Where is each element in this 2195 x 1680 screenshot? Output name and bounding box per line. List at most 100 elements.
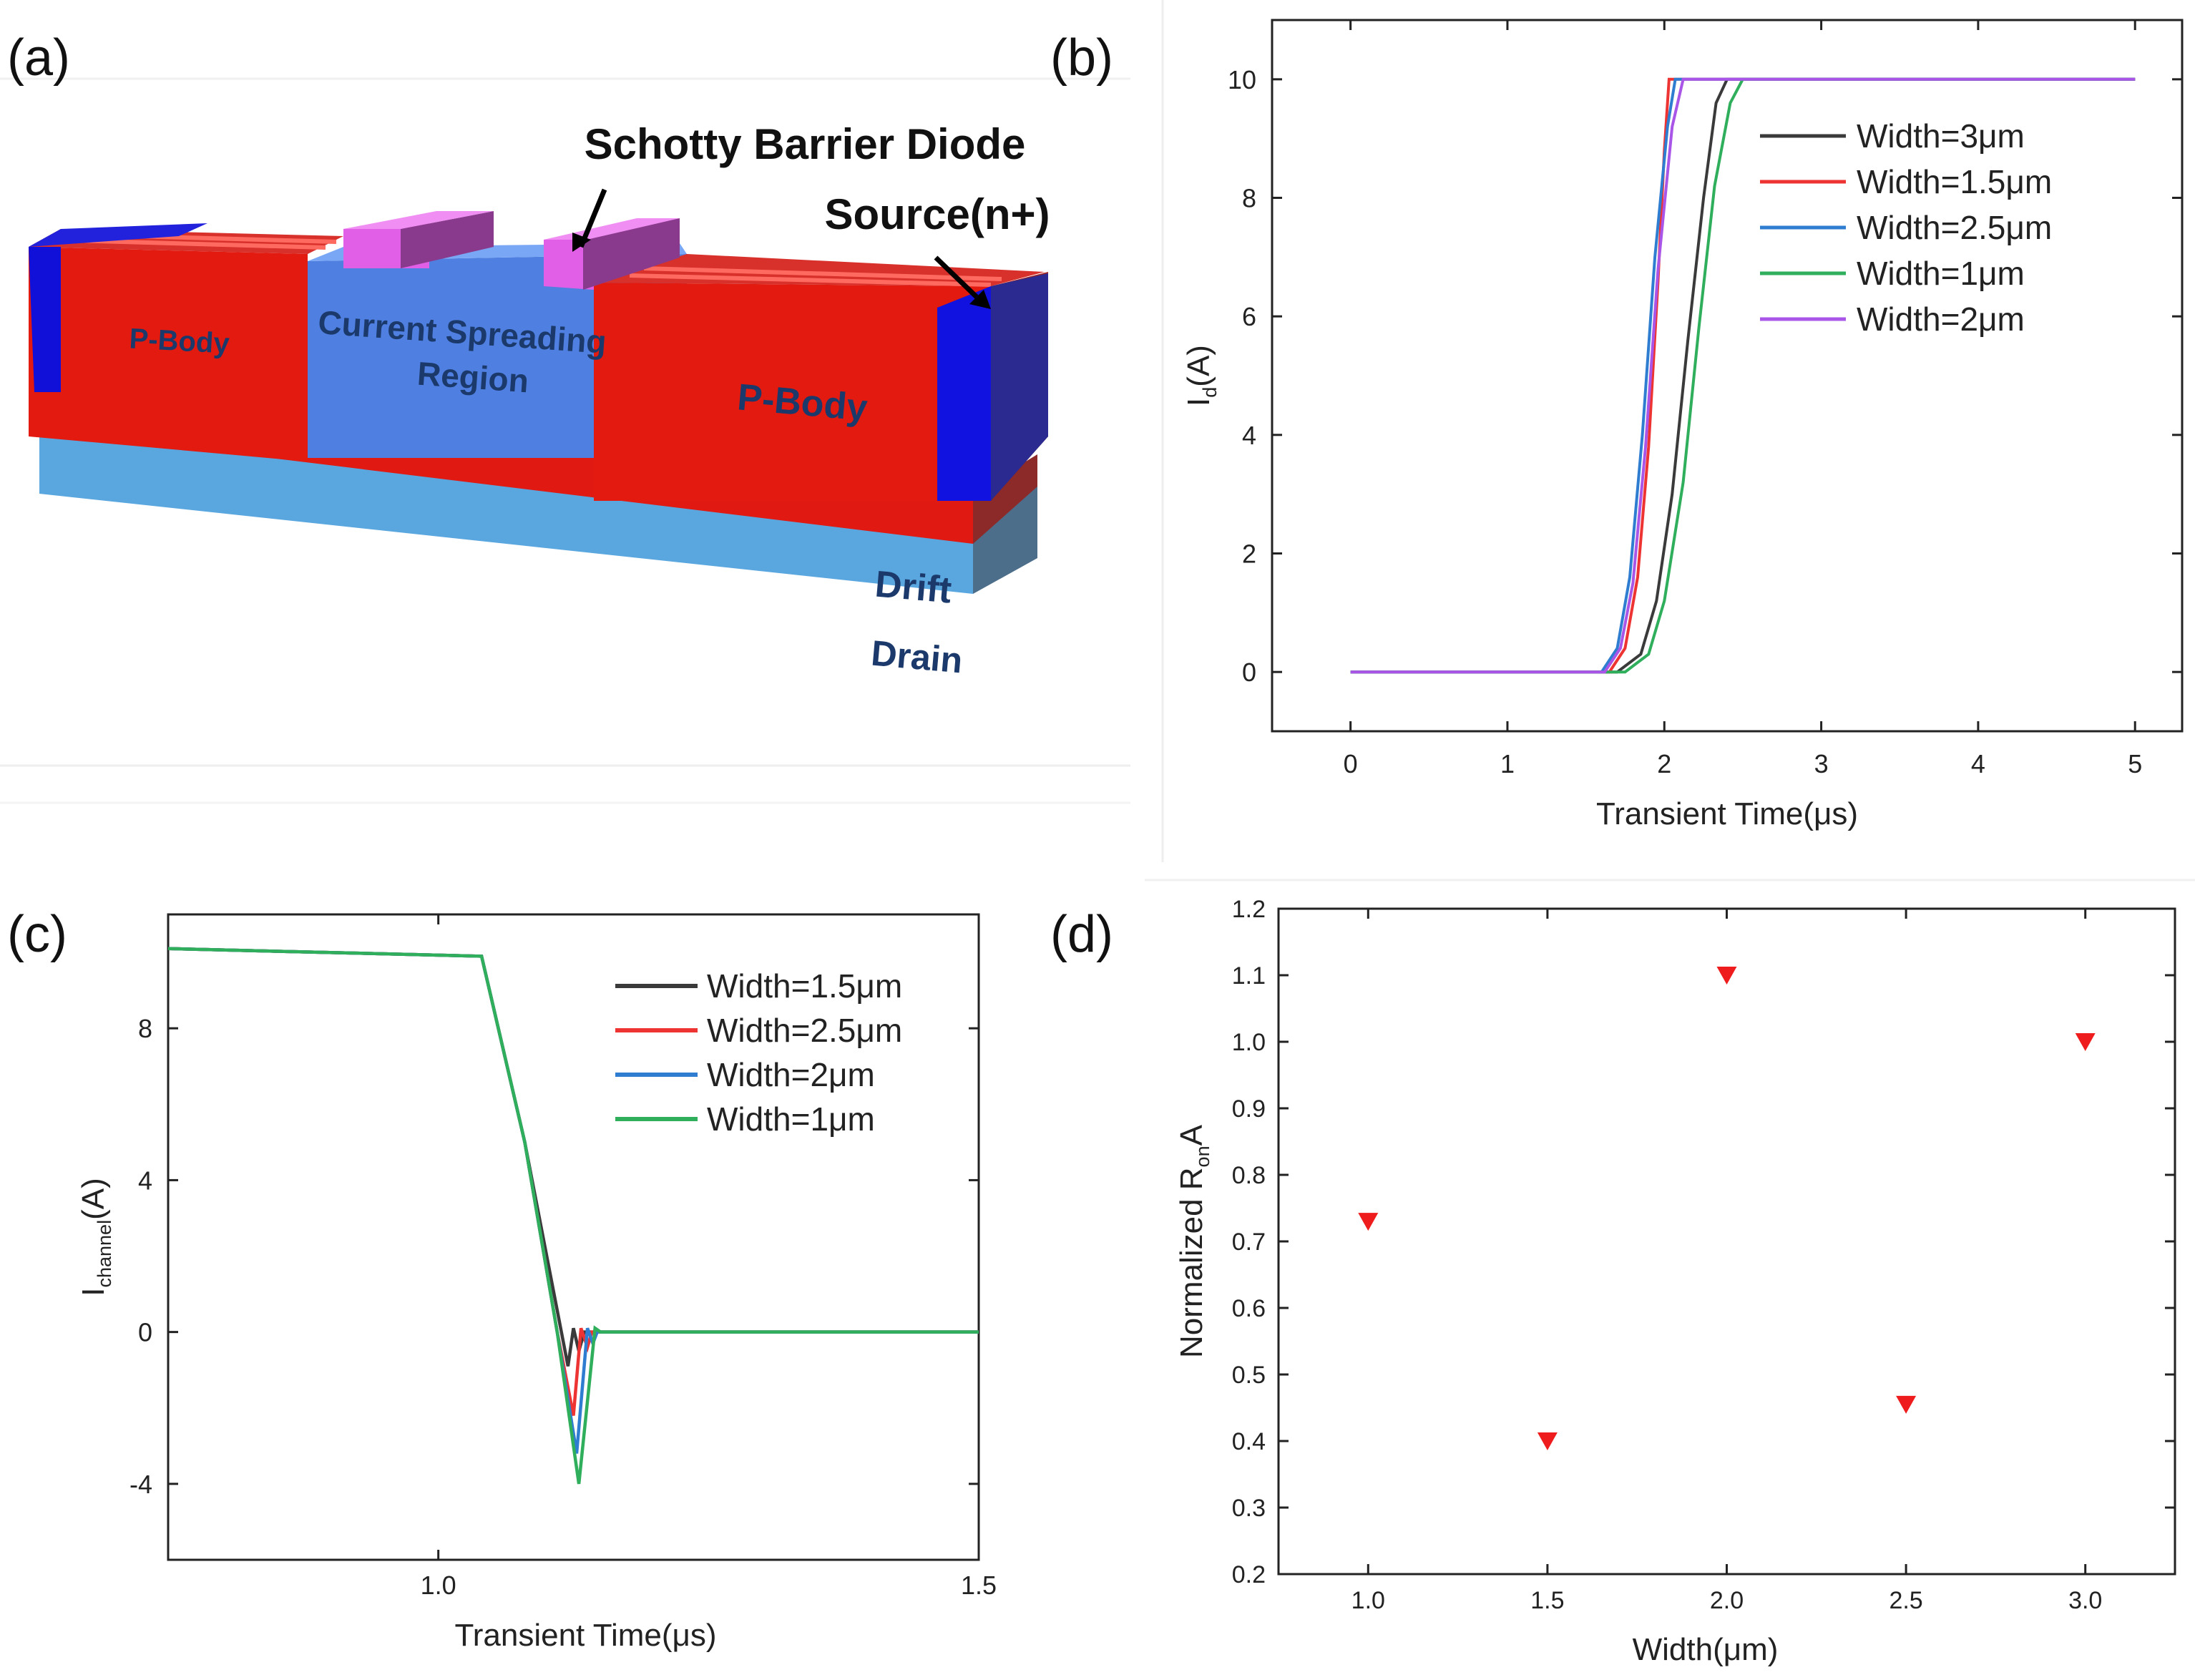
legend-label: Width=1.5μm	[1857, 163, 2052, 200]
panel-label-c: (c)	[7, 906, 67, 963]
y-tick-label: 4	[138, 1166, 152, 1195]
panel-label-b: (b)	[1050, 29, 1113, 87]
schottky-arrowhead	[572, 233, 591, 252]
source-left	[29, 247, 61, 392]
y-tick-label: 0.4	[1232, 1428, 1266, 1455]
y-tick-label: 1.1	[1232, 962, 1266, 990]
x-tick-label: 3	[1814, 749, 1829, 778]
current-spreading-region	[308, 254, 687, 458]
pbody-left-label: P-Body	[129, 323, 231, 359]
legend-label: Width=1.5μm	[707, 967, 902, 1005]
y-tick-label: 1.2	[1232, 896, 1266, 923]
schottky-contact-right-side	[583, 218, 680, 290]
y-tick-label: 0.8	[1232, 1162, 1266, 1189]
source-left-top	[29, 223, 207, 247]
pbody-left-stripe	[71, 238, 326, 250]
y-tick-label: 0.5	[1232, 1362, 1266, 1389]
pbody-right-stripe	[629, 273, 992, 287]
panel-label-a: (a)	[7, 29, 70, 87]
y-tick-label: 6	[1242, 302, 1256, 331]
y-tick-label: 0	[138, 1318, 152, 1347]
y-axis-title-main: I	[1181, 398, 1216, 406]
y-tick-label: -4	[129, 1470, 152, 1499]
y-tick-label: 0.6	[1232, 1295, 1266, 1322]
data-point-marker	[1537, 1432, 1558, 1450]
schottky-contact-left-top	[343, 211, 494, 229]
legend-label: Width=1μm	[1857, 255, 2025, 292]
y-axis-title-tail: A	[1174, 1124, 1209, 1146]
drain-label: Drain	[869, 633, 964, 681]
legend-label: Width=2μm	[707, 1056, 875, 1093]
y-axis-title-tail: (A)	[1181, 345, 1216, 387]
schottky-arrow	[578, 188, 607, 248]
y-axis-title: Id(A)	[1181, 345, 1221, 406]
x-tick-label: 5	[2128, 749, 2142, 778]
x-tick-label: 1	[1500, 749, 1515, 778]
legend-label: Width=3μm	[1857, 117, 2025, 155]
pbody-right-stripe	[643, 266, 1002, 281]
y-tick-label: 1.0	[1232, 1029, 1266, 1056]
schottky-label: Schotty Barrier Diode	[585, 120, 1026, 168]
y-axis-title-sub: channel	[94, 1220, 115, 1288]
y-axis-title-sub: on	[1192, 1146, 1213, 1167]
pbody-left-front	[29, 247, 308, 461]
series-line	[1350, 77, 2136, 674]
y-tick-label: 0.2	[1232, 1561, 1266, 1588]
y-axis-title: Normalized RonA	[1174, 1124, 1213, 1358]
y-tick-label: 8	[138, 1014, 152, 1043]
legend-label: Width=2μm	[1857, 301, 2025, 338]
series-line	[1350, 77, 2136, 674]
csr-label-line2: Region	[416, 355, 530, 400]
y-tick-label: 0.3	[1232, 1495, 1266, 1522]
schottky-contact-right-top	[544, 218, 680, 240]
schottky-contact-left-side	[401, 211, 494, 268]
bottom-pbody-side	[973, 454, 1037, 544]
pbody-right-front	[594, 283, 991, 501]
data-point-marker	[1358, 1213, 1379, 1231]
device-diagram: (a) P-Body Curre	[7, 29, 1050, 681]
legend-label: Width=2.5μm	[1857, 209, 2052, 246]
x-tick-label: 1.5	[1530, 1587, 1564, 1614]
x-tick-label: 1.0	[1351, 1587, 1385, 1614]
x-tick-label: 0	[1344, 749, 1358, 778]
x-tick-label: 1.0	[421, 1571, 456, 1600]
data-point-marker	[1896, 1395, 1917, 1414]
y-axis-title-sub: d	[1199, 387, 1221, 398]
x-tick-label: 2.0	[1710, 1587, 1744, 1614]
series-line	[167, 947, 979, 1485]
x-tick-label: 3.0	[2068, 1587, 2102, 1614]
drift-layer	[39, 429, 973, 594]
y-axis-title-tail: (A)	[76, 1178, 111, 1220]
legend-label: Width=2.5μm	[707, 1012, 902, 1049]
plot-frame	[1277, 907, 2176, 1576]
y-tick-label: 0.7	[1232, 1229, 1266, 1256]
source-label: Source(n+)	[824, 190, 1050, 238]
x-tick-label: 4	[1971, 749, 1985, 778]
plot-frame	[1271, 19, 2184, 733]
source-arrowhead	[969, 290, 991, 309]
series-line	[1350, 77, 2136, 674]
series-line	[1350, 77, 2136, 674]
y-axis-title: Ichannel(A)	[76, 1178, 115, 1296]
source-right-front	[937, 286, 991, 501]
x-tick-label: 2.5	[1889, 1587, 1922, 1614]
x-axis-title: Transient Time(μs)	[1596, 796, 1858, 831]
x-axis-title: Transient Time(μs)	[454, 1618, 716, 1653]
x-tick-label: 2	[1657, 749, 1671, 778]
y-tick-label: 8	[1242, 184, 1256, 213]
x-tick-label: 1.5	[961, 1571, 997, 1600]
source-arrow	[934, 255, 979, 299]
panel-label-d: (d)	[1050, 906, 1113, 963]
legend-label: Width=1μm	[707, 1100, 875, 1138]
x-axis-title: Width(μm)	[1633, 1632, 1779, 1667]
y-axis-title-main: I	[76, 1288, 111, 1296]
chart-c: 1.0 1.5 -4 0 4 8 Transient Time(μs) Ichannel(A)…	[76, 913, 997, 1653]
y-tick-label: 0	[1242, 658, 1256, 687]
chart-b: 0 1 2 3 4 5 0 2 4 6 8 10 Transient Time(μs) Id(A) Widt…	[1181, 19, 2184, 831]
data-point-marker	[1716, 967, 1737, 985]
data-point-marker	[2075, 1033, 2096, 1051]
plot-frame	[167, 913, 980, 1561]
y-tick-label: 10	[1228, 65, 1256, 94]
y-tick-label: 0.9	[1232, 1095, 1266, 1123]
